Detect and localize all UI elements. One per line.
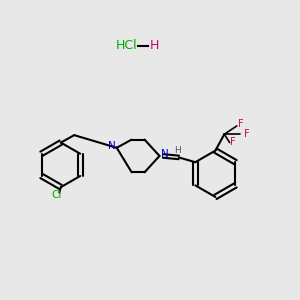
Text: Cl: Cl (51, 190, 62, 200)
Text: F: F (238, 119, 244, 129)
Text: F: F (244, 129, 249, 139)
Text: H: H (174, 146, 181, 155)
Text: N: N (108, 141, 116, 151)
Text: H: H (150, 40, 159, 52)
Text: HCl: HCl (116, 40, 137, 52)
Text: F: F (230, 137, 236, 147)
Text: N: N (161, 149, 169, 160)
